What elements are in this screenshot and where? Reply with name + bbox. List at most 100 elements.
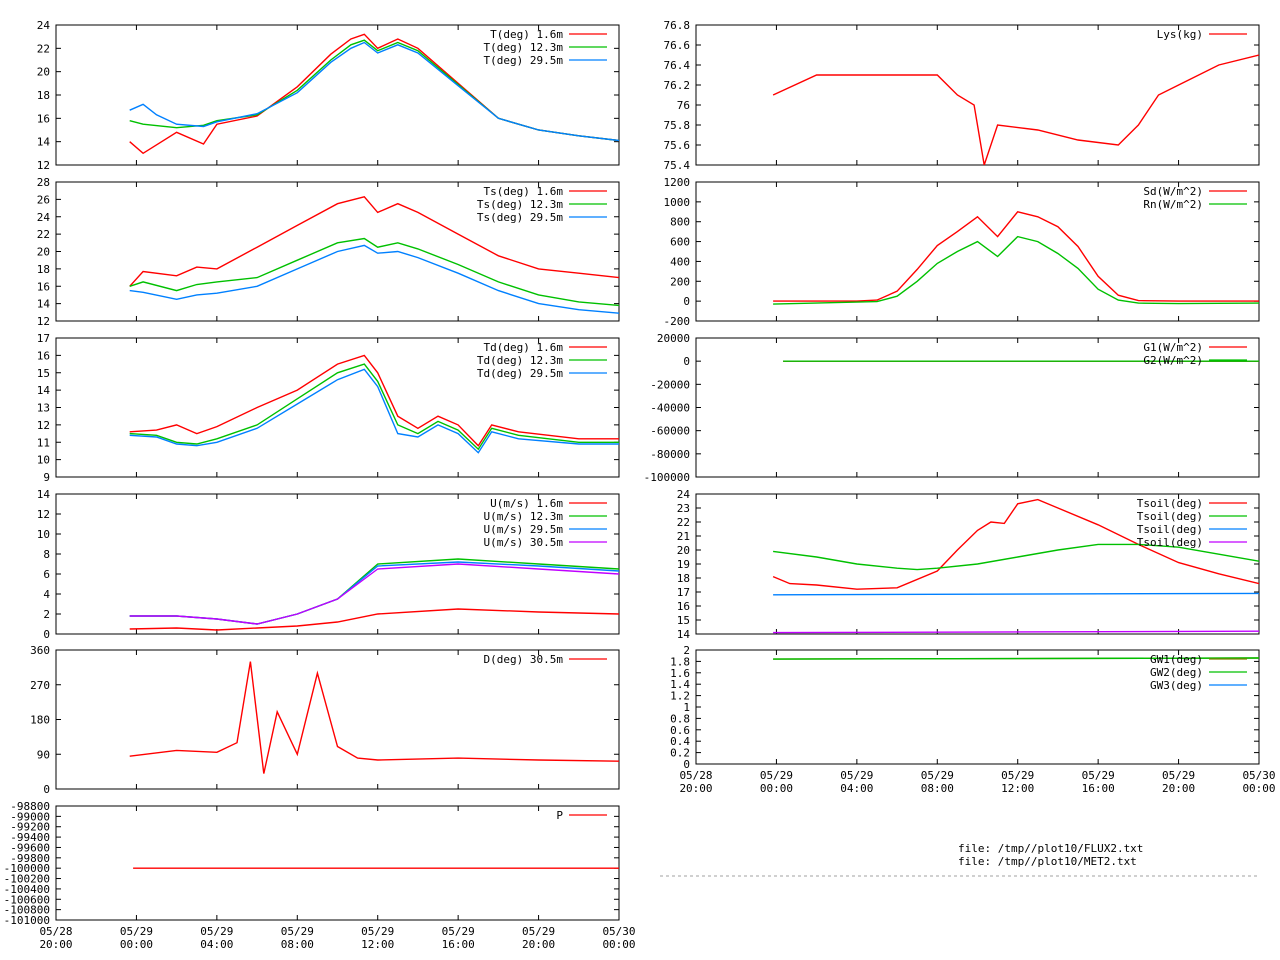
- temperature-legend-label: T(deg) 1.6m: [490, 28, 563, 41]
- surface-temp-legend-label: Ts(deg) 12.3m: [477, 198, 563, 211]
- surface-temp-series-line: [129, 244, 619, 314]
- radiation-frame: [695, 181, 1260, 322]
- y-tick-label: 0.2: [670, 747, 690, 760]
- x-tick-time: 04:00: [200, 938, 233, 951]
- soil-temp-series-line: [773, 592, 1259, 596]
- y-tick-label: 22: [37, 42, 50, 55]
- y-tick-label: 17: [37, 332, 50, 345]
- y-tick-label: 800: [670, 216, 690, 229]
- temperature-legend-label: T(deg) 12.3m: [484, 41, 564, 54]
- y-tick-label: 0.4: [670, 735, 690, 748]
- x-tick-date: 05/29: [1162, 769, 1195, 782]
- y-tick-label: -80000: [650, 448, 690, 461]
- y-tick-label: 10: [37, 528, 50, 541]
- x-tick-time: 04:00: [840, 782, 873, 795]
- y-tick-label: 270: [30, 679, 50, 692]
- y-tick-label: 0: [683, 355, 690, 368]
- y-tick-label: 400: [670, 255, 690, 268]
- wind-direction-series-line: [129, 661, 619, 774]
- y-tick-label: 2: [683, 644, 690, 657]
- y-tick-label: 360: [30, 644, 50, 657]
- x-tick-date: 05/30: [602, 925, 635, 938]
- x-tick-date: 05/29: [522, 925, 555, 938]
- y-tick-label: 200: [670, 275, 690, 288]
- soil-temp-legend-label: Tsoil(deg): [1137, 510, 1203, 523]
- radiation-series-line: [773, 235, 1259, 305]
- weight-legend-label: Lys(kg): [1157, 28, 1203, 41]
- x-tick-time: 12:00: [1001, 782, 1034, 795]
- temperature-legend-label: T(deg) 29.5m: [484, 54, 564, 67]
- y-tick-label: 20: [37, 246, 50, 259]
- y-tick-label: -100400: [4, 883, 50, 896]
- y-tick-label: 28: [37, 176, 50, 189]
- soil-temp-chart: 1415161718192021222324Tsoil(deg)Tsoil(de…: [677, 488, 1260, 641]
- y-tick-label: 4: [43, 588, 50, 601]
- radiation-chart: -200 0 200 400 600 800 1000 1200 Sd(W/m^2)Rn(W/m…: [664, 176, 1260, 328]
- y-tick-label: 14: [37, 298, 51, 311]
- y-tick-label: 0.8: [670, 712, 690, 725]
- y-tick-label: 6: [43, 568, 50, 581]
- y-tick-label: 180: [30, 714, 50, 727]
- temperature-series-line: [129, 41, 619, 142]
- y-tick-label: 1.2: [670, 690, 690, 703]
- y-tick-label: 13: [37, 402, 50, 415]
- y-tick-label: -99200: [10, 821, 50, 834]
- y-tick-label: 11: [37, 436, 50, 449]
- y-tick-label: 14: [37, 136, 51, 149]
- x-tick-time: 20:00: [1162, 782, 1195, 795]
- y-tick-label: 90: [37, 748, 50, 761]
- y-tick-label: -100000: [644, 471, 690, 484]
- y-tick-label: -20000: [650, 378, 690, 391]
- y-tick-label: 75.6: [664, 139, 691, 152]
- x-tick-date: 05/28: [39, 925, 72, 938]
- y-tick-label: 0: [683, 758, 690, 771]
- soil-temp-legend-label: Tsoil(deg): [1137, 536, 1203, 549]
- y-tick-label: 21: [677, 530, 690, 543]
- soil-temp-legend-label: Tsoil(deg): [1137, 497, 1203, 510]
- y-tick-label: 14: [37, 488, 51, 501]
- x-tick-time: 12:00: [361, 938, 394, 951]
- pressure-chart: -101000-100800-100600-100400-100200-1000…: [4, 800, 636, 951]
- y-tick-label: -100000: [4, 862, 50, 875]
- x-tick-time: 00:00: [602, 938, 635, 951]
- y-tick-label: 1.4: [670, 678, 690, 691]
- wind-direction-legend-label: D(deg) 30.5m: [484, 653, 564, 666]
- y-tick-label: 12: [37, 159, 50, 172]
- x-tick-date: 05/29: [840, 769, 873, 782]
- x-tick-date: 05/29: [120, 925, 153, 938]
- y-tick-label: 0: [43, 628, 50, 641]
- y-tick-label: 15: [37, 367, 50, 380]
- temperature-chart: 12 14 16 18 20 22 24 T(deg) 1.6mT(deg) 12.3mT(d…: [37, 19, 620, 172]
- y-tick-label: 18: [37, 263, 50, 276]
- y-tick-label: 1.6: [670, 667, 690, 680]
- soil-temp-series-line: [773, 630, 1259, 634]
- x-tick-time: 08:00: [921, 782, 954, 795]
- y-tick-label: 76.4: [664, 59, 691, 72]
- y-tick-label: 16: [677, 600, 690, 613]
- soil-water-legend-label: GW3(deg): [1150, 679, 1203, 692]
- y-tick-label: -99600: [10, 841, 50, 854]
- wind-speed-legend-label: U(m/s) 29.5m: [484, 523, 564, 536]
- ground-flux-legend-label: G1(W/m^2): [1143, 341, 1203, 354]
- y-tick-label: -60000: [650, 425, 690, 438]
- x-tick-time: 20:00: [39, 938, 72, 951]
- wind-direction-frame: [55, 649, 620, 790]
- y-tick-label: 0: [683, 295, 690, 308]
- dewpoint-series-line: [129, 363, 619, 451]
- y-tick-label: -99400: [10, 831, 50, 844]
- x-tick-date: 05/29: [442, 925, 475, 938]
- y-tick-label: 24: [37, 211, 51, 224]
- x-tick-date: 05/28: [679, 769, 712, 782]
- x-tick-time: 00:00: [1242, 782, 1275, 795]
- y-tick-label: 76.6: [664, 39, 691, 52]
- y-tick-label: 10: [37, 454, 50, 467]
- file-info: file: /tmp//plot10/FLUX2.txt file: /tmp//…: [958, 842, 1143, 868]
- y-tick-label: 8: [43, 548, 50, 561]
- soil-water-series-line: [773, 657, 1259, 660]
- wind-speed-frame: [55, 493, 620, 635]
- y-tick-label: 76.2: [664, 79, 691, 92]
- y-tick-label: 1: [683, 701, 690, 714]
- y-tick-label: 24: [677, 488, 691, 501]
